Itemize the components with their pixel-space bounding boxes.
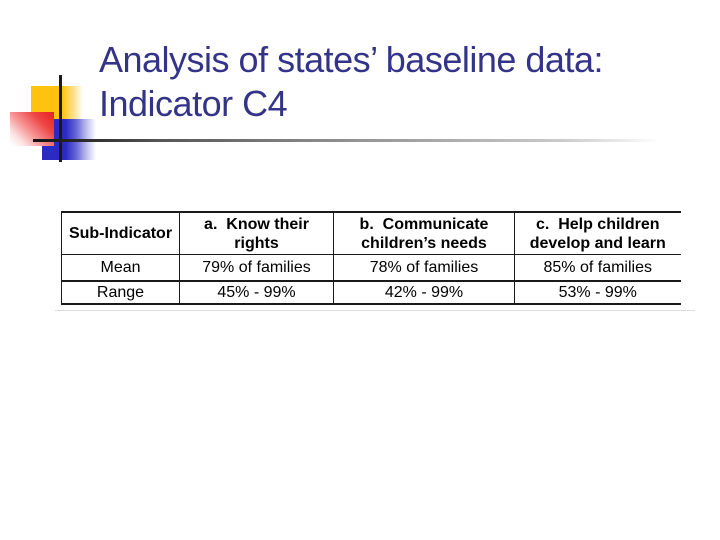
range-value-a: 45% - 99% (179, 281, 334, 305)
header-text-line2: children’s needs (361, 234, 487, 252)
mean-value-a: 79% of families (179, 254, 334, 282)
mean-value-c: 85% of families (514, 254, 681, 282)
table-header-know-their-rights: a. Know their rights (179, 211, 334, 255)
slide-title-line1: Analysis of states’ baseline data: (99, 39, 603, 80)
title-underline-rule (33, 139, 660, 142)
baseline-data-table: Sub-Indicator a. Know their rights b. Com… (61, 211, 681, 305)
table-row-range: Range 45% - 99% 42% - 99% 53% - 99% (61, 281, 681, 305)
table-row-mean: Mean 79% of families 78% of families 85%… (61, 254, 681, 282)
deco-vertical-line (59, 75, 62, 162)
table-header-help-develop-learn: c. Help children develop and learn (514, 211, 681, 255)
header-text-line1: c. Help children (535, 215, 660, 233)
table-bottom-shadow-line (55, 310, 695, 311)
slide-title-line2: Indicator C4 (99, 83, 288, 124)
range-value-b: 42% - 99% (333, 281, 515, 305)
range-value-c: 53% - 99% (514, 281, 681, 305)
table-header-sub-indicator: Sub-Indicator (61, 211, 180, 255)
table-header-row: Sub-Indicator a. Know their rights b. Com… (61, 211, 681, 255)
row-label-mean: Mean (61, 254, 180, 282)
header-text-line1: a. Know their (204, 215, 309, 233)
header-text-line2: develop and learn (529, 234, 666, 252)
row-label-range: Range (61, 281, 180, 305)
header-text-line2: rights (234, 234, 279, 252)
header-text: Sub-Indicator (68, 225, 173, 242)
header-text-line1: b. Communicate (359, 215, 489, 233)
mean-value-b: 78% of families (333, 254, 515, 282)
slide-title: Analysis of states’ baseline data: Indica… (99, 38, 689, 126)
table-header-communicate-needs: b. Communicate children’s needs (333, 211, 515, 255)
